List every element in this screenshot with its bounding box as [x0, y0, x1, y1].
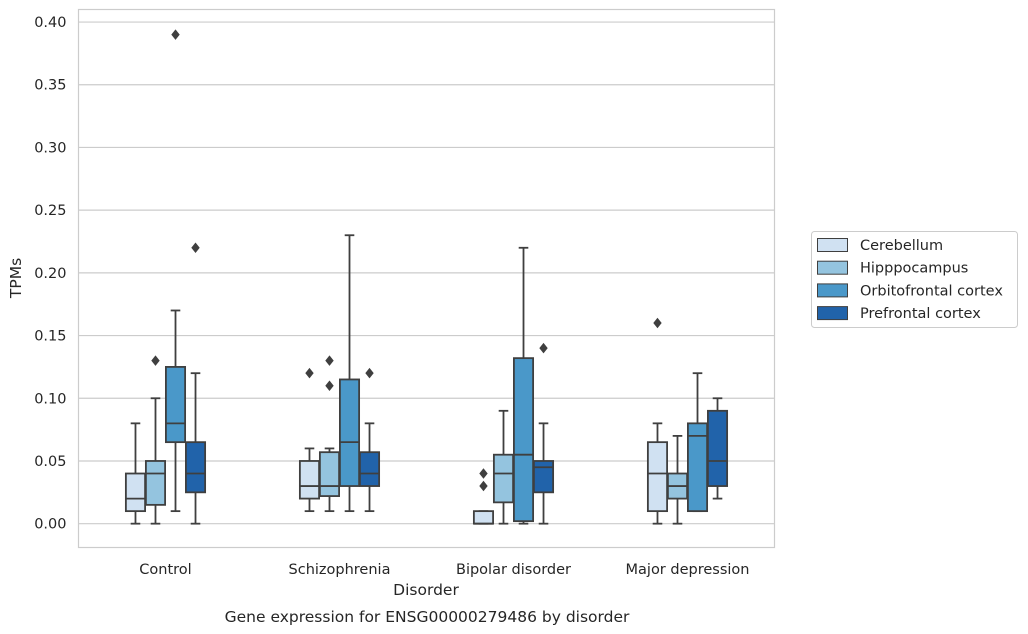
legend-swatch [817, 306, 848, 321]
iqr-box [339, 378, 361, 487]
plot-frame [77, 8, 776, 549]
iqr-box [318, 451, 340, 497]
iqr-box [533, 460, 555, 494]
legend-frame [811, 231, 1018, 328]
y-tick-labels: 0.00 0.05 0.10 0.15 0.20 0.25 0.30 0.35 0.40 [34, 15, 66, 533]
box-hipppocampus [144, 355, 166, 525]
box-hipppocampus [318, 355, 340, 513]
y-tick-label: 0.15 [34, 329, 66, 345]
x-tick-label: Schizophrenia [289, 562, 391, 578]
iqr-box [165, 366, 187, 444]
legend-label: Orbitofrontal cortex [860, 283, 1003, 299]
outlier-marker [539, 342, 548, 354]
box-cerebellum [472, 468, 494, 525]
legend-label: Prefrontal cortex [860, 306, 981, 322]
box-prefrontal-cortex [533, 342, 555, 525]
box-hipppocampus [492, 409, 514, 525]
outlier-marker [365, 367, 374, 379]
iqr-box [359, 451, 381, 487]
legend-swatch [817, 260, 848, 275]
y-tick-label: 0.00 [34, 517, 66, 533]
box-prefrontal-cortex [185, 242, 207, 525]
outlier-marker [479, 468, 488, 479]
box-orbitofrontal-cortex [513, 246, 535, 525]
box-orbitofrontal-cortex [165, 29, 187, 513]
legend: Cerebellum Hipppocampus Orbitofrontal cort… [811, 231, 1018, 328]
y-tick-label: 0.10 [34, 391, 66, 407]
box-plots [124, 29, 729, 525]
iqr-box [472, 510, 494, 525]
y-gridlines [78, 21, 775, 525]
outlier-marker [653, 317, 662, 329]
y-tick-label: 0.35 [34, 78, 66, 94]
outlier-marker [305, 367, 314, 379]
box-prefrontal-cortex [707, 397, 729, 500]
outlier-marker [171, 29, 180, 40]
y-tick-label: 0.05 [34, 454, 66, 470]
chart-caption: Gene expression for ENSG00000279486 by d… [225, 608, 630, 626]
iqr-box [124, 472, 146, 513]
iqr-box [185, 441, 207, 494]
iqr-box [492, 453, 514, 504]
box-prefrontal-cortex [359, 367, 381, 513]
y-tick-label: 0.40 [34, 15, 66, 31]
outlier-marker [191, 242, 200, 254]
y-tick-label: 0.20 [34, 266, 66, 282]
iqr-box [513, 357, 535, 523]
x-tick-label: Bipolar disorder [456, 562, 571, 578]
y-axis-label: TPMs [7, 258, 25, 299]
box-cerebellum [298, 367, 320, 513]
iqr-box [298, 460, 320, 500]
legend-label: Hipppocampus [860, 261, 968, 277]
x-tick-label: Control [139, 562, 191, 578]
x-tick-labels: Control Schizophrenia Bipolar disorder Majo… [139, 562, 749, 578]
legend-swatch [817, 238, 848, 252]
y-tick-label: 0.30 [34, 140, 66, 156]
x-tick-label: Major depression [626, 562, 750, 578]
box-cerebellum [124, 422, 146, 525]
iqr-box [646, 441, 668, 513]
legend-label: Cerebellum [860, 238, 943, 254]
box-orbitofrontal-cortex [339, 234, 361, 513]
x-axis-label: Disorder [393, 581, 459, 599]
outlier-marker [151, 355, 160, 366]
box-hipppocampus [666, 434, 688, 525]
outlier-marker [325, 355, 334, 366]
iqr-box [144, 460, 166, 506]
y-tick-label: 0.25 [34, 203, 66, 219]
outlier-marker [479, 480, 488, 492]
box-orbitofrontal-cortex [687, 372, 709, 513]
iqr-box [707, 409, 729, 487]
outlier-marker [325, 380, 334, 391]
legend-swatch [817, 283, 848, 298]
box-cerebellum [646, 317, 668, 525]
